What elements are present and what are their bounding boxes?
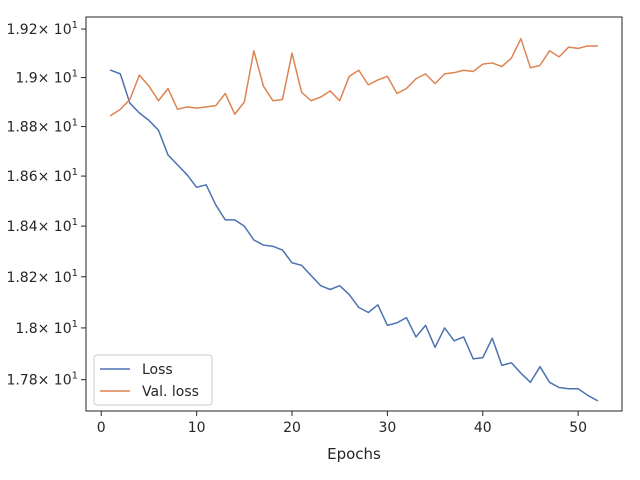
y-tick-label: 1.78× 101 xyxy=(6,371,78,389)
legend-box xyxy=(93,354,213,406)
legend-label: Loss xyxy=(142,362,173,378)
series-layer xyxy=(109,37,599,402)
axes-frame xyxy=(85,16,623,412)
legend: Loss Val. loss xyxy=(93,354,213,406)
x-tick-label: 0 xyxy=(97,420,106,436)
x-tick-label: 40 xyxy=(474,420,492,436)
axes-layer: 0 10 20 30 40 50 1.78× 101 1.8× 101 1.82× 101 1.8… xyxy=(6,16,623,436)
legend-label: Val. loss xyxy=(142,384,199,400)
y-tick-label: 1.84× 101 xyxy=(6,217,78,235)
series-line-val-loss xyxy=(109,37,598,117)
y-tick-label: 1.9× 101 xyxy=(15,69,78,87)
x-axis-label: Epochs xyxy=(327,445,381,463)
series-line-loss xyxy=(109,69,599,402)
x-tick-label: 20 xyxy=(283,420,301,436)
x-tick-label: 10 xyxy=(188,420,206,436)
y-tick-label: 1.92× 101 xyxy=(6,20,78,38)
plot-area xyxy=(86,17,622,411)
x-tick-label: 50 xyxy=(569,420,587,436)
x-tick-label: 30 xyxy=(378,420,396,436)
y-tick-label: 1.82× 101 xyxy=(6,268,78,286)
y-tick-label: 1.8× 101 xyxy=(15,319,78,337)
y-tick-label: 1.86× 101 xyxy=(6,167,78,185)
y-tick-label: 1.88× 101 xyxy=(6,118,78,136)
